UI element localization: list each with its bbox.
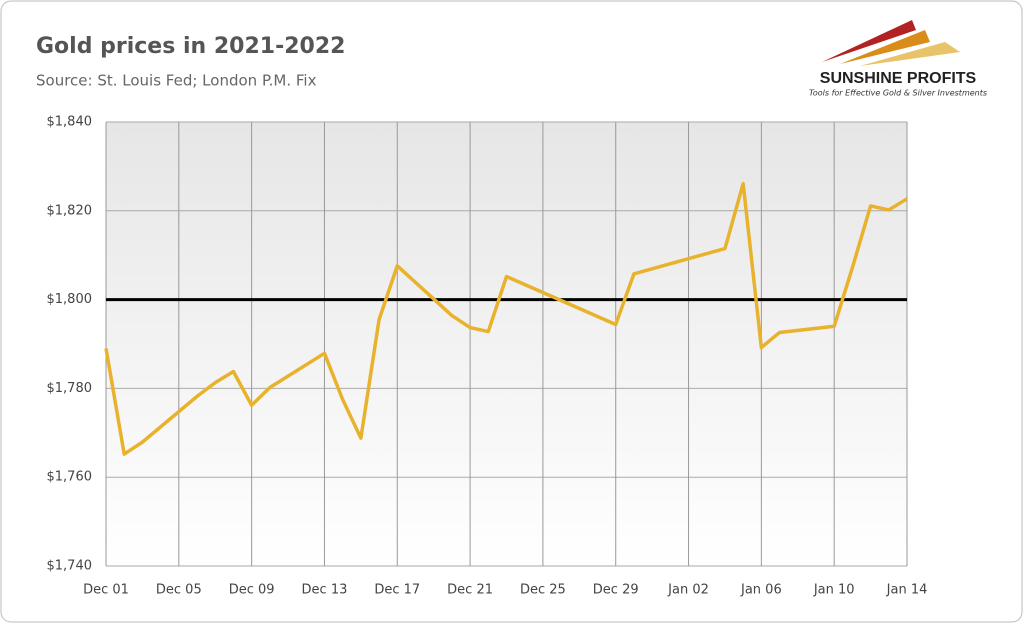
y-tick-label: $1,740	[47, 559, 93, 574]
x-tick-label: Dec 05	[156, 583, 202, 598]
logo-ray	[822, 20, 916, 62]
x-tick-label: Dec 01	[83, 583, 129, 598]
x-tick-label: Jan 10	[813, 583, 855, 598]
chart-subtitle: Source: St. Louis Fed; London P.M. Fix	[36, 72, 317, 90]
y-tick-label: $1,780	[47, 381, 93, 396]
price-line	[104, 181, 908, 456]
logo: SUNSHINE PROFITS Tools for Effective Gol…	[809, 20, 987, 98]
logo-name: SUNSHINE PROFITS	[820, 70, 977, 87]
y-tick-label: $1,820	[47, 203, 93, 218]
x-tick-label: Dec 25	[520, 583, 566, 598]
chart-title: Gold prices in 2021-2022	[36, 34, 345, 59]
x-tick-label: Jan 02	[667, 583, 709, 598]
y-tick-label: $1,760	[47, 470, 93, 485]
x-tick-label: Dec 13	[302, 583, 348, 598]
plot-area	[106, 122, 907, 566]
x-tick-label: Dec 29	[593, 583, 639, 598]
logo-ray	[840, 30, 930, 64]
x-tick-label: Jan 14	[886, 583, 928, 598]
x-tick-label: Dec 09	[229, 583, 275, 598]
x-tick-label: Jan 06	[740, 583, 782, 598]
x-tick-label: Dec 17	[374, 583, 420, 598]
y-tick-label: $1,840	[47, 115, 93, 130]
logo-ray	[860, 42, 960, 66]
logo-tagline: Tools for Effective Gold & Silver Invest…	[809, 89, 987, 98]
y-tick-label: $1,800	[47, 292, 93, 307]
x-tick-label: Dec 21	[447, 583, 493, 598]
